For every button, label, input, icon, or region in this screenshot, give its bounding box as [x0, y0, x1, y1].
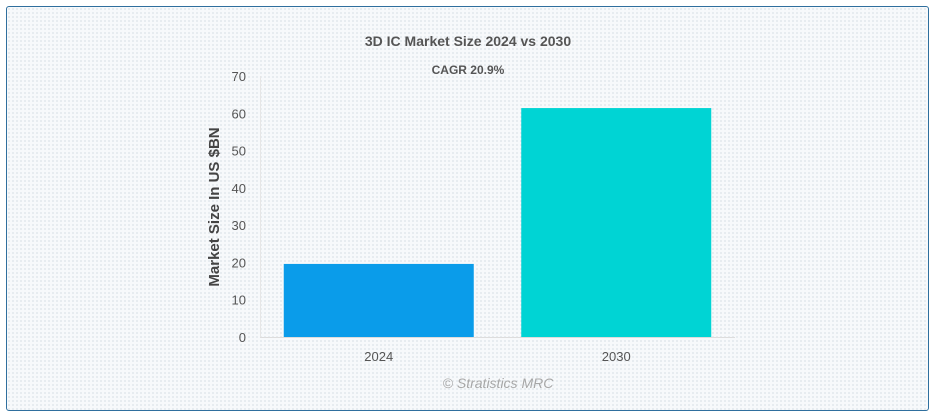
y-tick-label: 10 — [232, 293, 246, 308]
x-tick-label: 2030 — [602, 349, 631, 364]
y-tick-label: 60 — [232, 106, 246, 121]
y-tick-label: 0 — [239, 330, 246, 345]
y-tick-label: 70 — [232, 69, 246, 84]
bars — [283, 108, 712, 338]
x-axis-ticks: 2024 2030 — [364, 349, 630, 364]
y-tick-label: 40 — [232, 181, 246, 196]
y-axis-ticks: 0 10 20 30 40 50 60 70 — [232, 69, 246, 345]
chart-card — [6, 6, 929, 411]
chart-subtitle: CAGR 20.9% — [432, 63, 505, 77]
y-tick-label: 30 — [232, 218, 246, 233]
chart-title: 3D IC Market Size 2024 vs 2030 — [365, 33, 571, 49]
bar-2024[interactable] — [283, 263, 474, 337]
bar-2030[interactable] — [521, 108, 712, 338]
y-tick-label: 50 — [232, 144, 246, 159]
source-credit: © Stratistics MRC — [443, 375, 555, 391]
y-axis-label: Market Size In US $BN — [206, 127, 223, 286]
y-tick-label: 20 — [232, 255, 246, 270]
x-tick-label: 2024 — [364, 349, 393, 364]
